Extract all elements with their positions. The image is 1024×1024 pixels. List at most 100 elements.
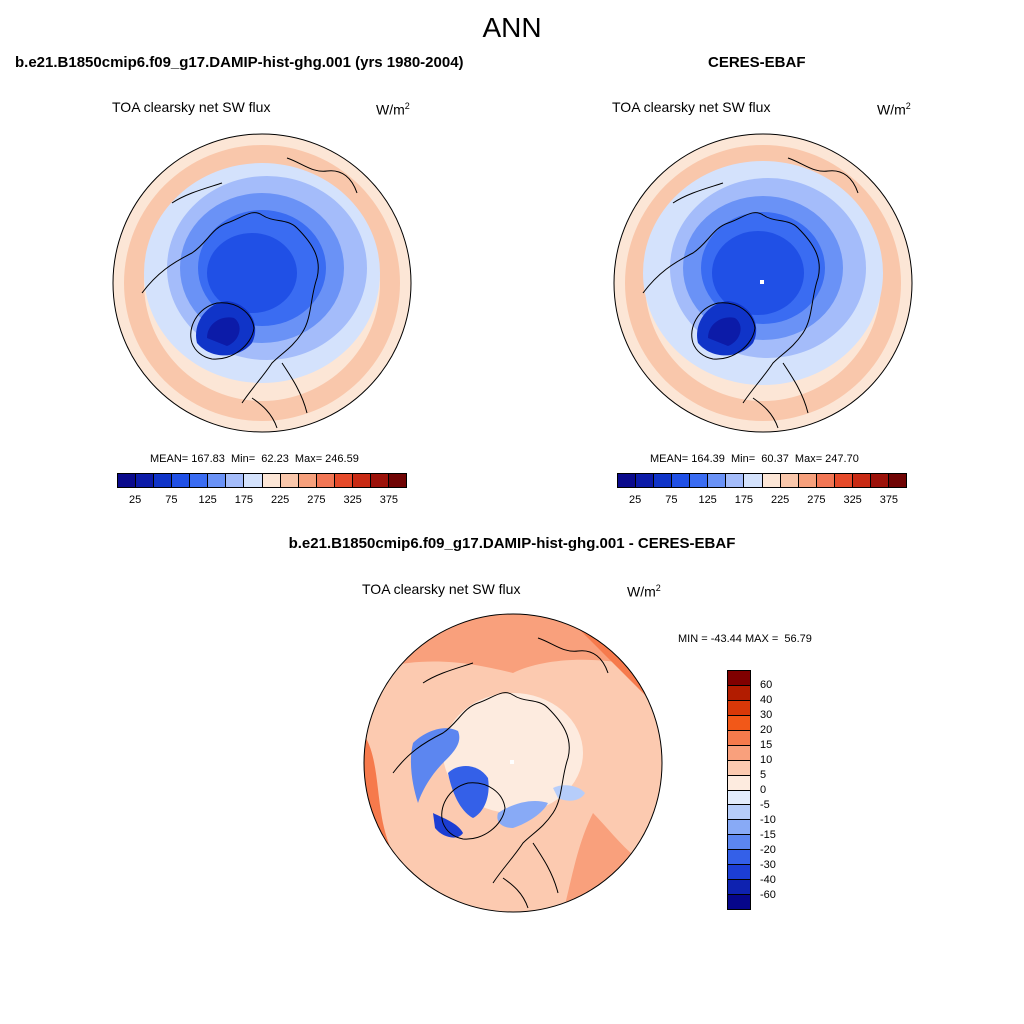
colorbar-tick-label: 10	[760, 754, 773, 766]
colorbar-swatch	[728, 850, 750, 866]
colorbar-tick-label: 0	[760, 784, 767, 796]
colorbar-swatch	[244, 474, 263, 487]
colorbar-swatch	[728, 820, 750, 836]
panel1-colorbar-ticks: 25 75 125 175 225 275 325 375	[117, 494, 407, 508]
colorbar-swatch	[352, 474, 371, 487]
colorbar-swatch	[728, 790, 750, 806]
colorbar-tick-label: 125	[698, 494, 717, 506]
panel2-units-label: W/m2	[877, 101, 911, 118]
colorbar-swatch	[816, 474, 835, 487]
panel3-stats: MIN = -43.44 MAX = 56.79	[678, 633, 812, 645]
panel1-units-label: W/m2	[376, 101, 410, 118]
colorbar-swatch	[388, 474, 406, 487]
colorbar-swatch	[208, 474, 227, 487]
colorbar-tick-label: 25	[129, 494, 142, 506]
colorbar-swatch	[728, 760, 750, 776]
colorbar-tick-label: 225	[770, 494, 790, 506]
colorbar-tick-label: 40	[760, 694, 773, 706]
colorbar-swatch	[762, 474, 781, 487]
panel3-colorbar-ticks: 60 40 30 20 15 10 5 0 -5 -10 -15 -20 -30 -40 -60	[760, 670, 800, 910]
colorbar-tick-label: -30	[760, 859, 776, 871]
colorbar-tick-label: 125	[198, 494, 217, 506]
colorbar-tick-label: 75	[665, 494, 678, 506]
panel2-polar-map	[613, 133, 913, 433]
figure-title: ANN	[482, 12, 542, 43]
colorbar-swatch	[852, 474, 871, 487]
colorbar-tick-label: 175	[734, 494, 754, 506]
panel3-variable-label: TOA clearsky net SW flux	[362, 581, 521, 597]
colorbar-swatch	[136, 474, 155, 487]
colorbar-tick-label: -20	[760, 844, 776, 856]
colorbar-swatch	[728, 880, 750, 896]
panel2-stats: MEAN= 164.39 Min= 60.37 Max= 247.70	[650, 453, 859, 465]
colorbar-tick-label: 75	[165, 494, 178, 506]
colorbar-tick-label: -40	[760, 874, 776, 886]
colorbar-swatch	[672, 474, 691, 487]
panel2-colorbar-ticks: 25 75 125 175 225 275 325 375	[617, 494, 907, 508]
panel1-variable-label: TOA clearsky net SW flux	[112, 99, 271, 115]
colorbar-swatch	[870, 474, 889, 487]
colorbar-swatch	[316, 474, 335, 487]
colorbar-swatch	[118, 474, 137, 487]
colorbar-tick-label: 30	[760, 709, 773, 721]
colorbar-swatch	[728, 805, 750, 821]
colorbar-swatch	[370, 474, 389, 487]
colorbar-swatch	[744, 474, 763, 487]
colorbar-swatch	[280, 474, 299, 487]
colorbar-swatch	[728, 700, 750, 716]
colorbar-tick-label: 225	[270, 494, 290, 506]
colorbar-swatch	[690, 474, 709, 487]
panel1-title: b.e21.B1850cmip6.f09_g17.DAMIP-hist-ghg.…	[15, 54, 464, 71]
colorbar-tick-label: 375	[379, 494, 399, 506]
colorbar-swatch	[834, 474, 853, 487]
colorbar-tick-label: 325	[343, 494, 362, 506]
colorbar-swatch	[636, 474, 655, 487]
colorbar-swatch	[728, 865, 750, 881]
colorbar-tick-label: 20	[760, 724, 773, 736]
panel2-colorbar	[617, 473, 907, 488]
colorbar-tick-label: 375	[879, 494, 899, 506]
colorbar-tick-label: 15	[760, 739, 773, 751]
panel1-stats: MEAN= 167.83 Min= 62.23 Max= 246.59	[150, 453, 359, 465]
colorbar-swatch	[262, 474, 281, 487]
panel2-variable-label: TOA clearsky net SW flux	[612, 99, 771, 115]
panel2-title: CERES-EBAF	[708, 54, 806, 71]
colorbar-tick-label: 5	[760, 769, 767, 781]
colorbar-tick-label: -5	[760, 799, 770, 811]
colorbar-tick-label: 60	[760, 679, 773, 691]
colorbar-swatch	[798, 474, 817, 487]
colorbar-swatch	[654, 474, 673, 487]
colorbar-swatch	[728, 685, 750, 701]
panel3-colorbar	[727, 670, 751, 910]
colorbar-swatch	[190, 474, 209, 487]
colorbar-swatch	[154, 474, 173, 487]
colorbar-swatch	[728, 895, 750, 909]
colorbar-swatch	[888, 474, 906, 487]
colorbar-tick-label: 175	[234, 494, 254, 506]
colorbar-tick-label: -10	[760, 814, 776, 826]
colorbar-swatch	[728, 745, 750, 761]
colorbar-swatch	[728, 775, 750, 791]
colorbar-swatch	[172, 474, 191, 487]
colorbar-swatch	[780, 474, 799, 487]
colorbar-swatch	[298, 474, 317, 487]
colorbar-swatch	[728, 671, 750, 686]
colorbar-swatch	[728, 730, 750, 746]
colorbar-swatch	[728, 715, 750, 731]
colorbar-swatch	[726, 474, 745, 487]
colorbar-swatch	[728, 835, 750, 851]
colorbar-tick-label: 25	[629, 494, 642, 506]
colorbar-tick-label: 275	[307, 494, 326, 506]
colorbar-swatch	[708, 474, 727, 487]
panel3-units-label: W/m2	[627, 583, 661, 600]
colorbar-swatch	[334, 474, 353, 487]
colorbar-swatch	[226, 474, 245, 487]
colorbar-swatch	[618, 474, 637, 487]
colorbar-tick-label: -15	[760, 829, 776, 841]
panel3-title: b.e21.B1850cmip6.f09_g17.DAMIP-hist-ghg.…	[288, 535, 736, 552]
colorbar-tick-label: 325	[843, 494, 862, 506]
panel1-colorbar	[117, 473, 407, 488]
panel3-polar-map	[363, 613, 663, 913]
panel1-polar-map	[112, 133, 412, 433]
colorbar-tick-label: 275	[807, 494, 826, 506]
